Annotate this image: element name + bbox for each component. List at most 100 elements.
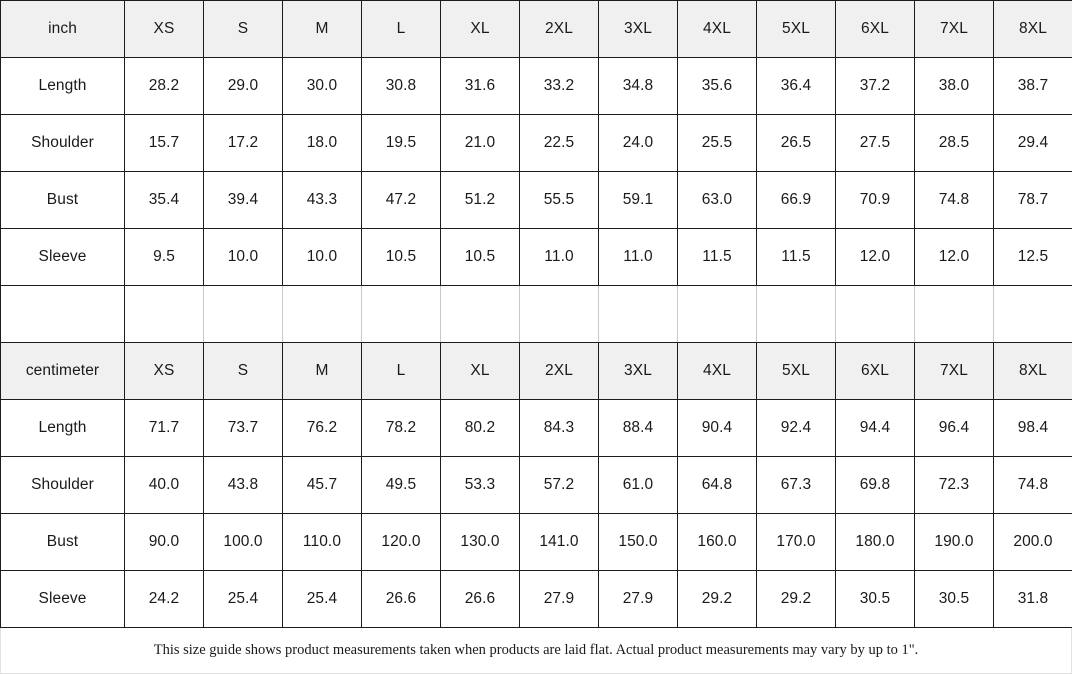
size-header-7XL: 7XL <box>914 342 994 400</box>
measure-value: 141.0 <box>519 513 599 571</box>
table-row: Shoulder 15.7 17.2 18.0 19.5 21.0 22.5 24.0 25.5… <box>0 114 1072 172</box>
size-header-2XL: 2XL <box>519 342 599 400</box>
measure-value: 120.0 <box>361 513 441 571</box>
measure-label-sleeve: Sleeve <box>0 570 125 628</box>
size-header-5XL: 5XL <box>756 342 836 400</box>
measure-value: 30.8 <box>361 57 441 115</box>
measure-value: 59.1 <box>598 171 678 229</box>
size-header-5XL: 5XL <box>756 0 836 58</box>
size-header-3XL: 3XL <box>598 342 678 400</box>
measure-value: 30.0 <box>282 57 362 115</box>
measure-value: 24.0 <box>598 114 678 172</box>
measure-value: 28.5 <box>914 114 994 172</box>
measure-value: 69.8 <box>835 456 915 514</box>
measurements-table-body: inch XS S M L XL 2XL 3XL 4XL 5XL 6XL 7XL 8XL Length 28… <box>0 0 1072 628</box>
measure-label-length: Length <box>0 399 125 457</box>
unit-header-row: inch XS S M L XL 2XL 3XL 4XL 5XL 6XL 7XL 8XL <box>0 0 1072 58</box>
measure-value: 26.5 <box>756 114 836 172</box>
measure-value: 130.0 <box>440 513 520 571</box>
measure-value: 100.0 <box>203 513 283 571</box>
measure-value: 27.5 <box>835 114 915 172</box>
measure-value: 37.2 <box>835 57 915 115</box>
size-header-S: S <box>203 342 283 400</box>
measure-value: 29.0 <box>203 57 283 115</box>
spacer-cell <box>203 285 283 343</box>
size-header-S: S <box>203 0 283 58</box>
measure-value: 34.8 <box>598 57 678 115</box>
measure-value: 43.3 <box>282 171 362 229</box>
spacer-cell <box>835 285 915 343</box>
size-header-4XL: 4XL <box>677 342 757 400</box>
unit-label-inch: inch <box>0 0 125 58</box>
measure-value: 74.8 <box>993 456 1072 514</box>
spacer-cell <box>993 285 1072 343</box>
spacer-cell <box>282 285 362 343</box>
measure-label-shoulder: Shoulder <box>0 114 125 172</box>
measure-value: 30.5 <box>914 570 994 628</box>
measure-value: 12.0 <box>835 228 915 286</box>
measure-value: 11.5 <box>756 228 836 286</box>
measure-value: 47.2 <box>361 171 441 229</box>
measure-value: 31.6 <box>440 57 520 115</box>
measure-value: 80.2 <box>440 399 520 457</box>
spacer-cell <box>0 285 125 343</box>
measure-value: 29.2 <box>756 570 836 628</box>
spacer-cell <box>361 285 441 343</box>
measure-value: 21.0 <box>440 114 520 172</box>
table-row: Length 28.2 29.0 30.0 30.8 31.6 33.2 34.8 35.6 36… <box>0 57 1072 115</box>
measure-value: 9.5 <box>124 228 204 286</box>
measure-value: 11.0 <box>598 228 678 286</box>
size-header-6XL: 6XL <box>835 342 915 400</box>
table-row: Bust 90.0 100.0 110.0 120.0 130.0 141.0 150.0 16… <box>0 513 1072 571</box>
measure-value: 12.5 <box>993 228 1072 286</box>
measure-label-bust: Bust <box>0 513 125 571</box>
spacer-cell <box>440 285 520 343</box>
table-row: Bust 35.4 39.4 43.3 47.2 51.2 55.5 59.1 63.0 66.9… <box>0 171 1072 229</box>
measure-value: 10.0 <box>203 228 283 286</box>
size-header-M: M <box>282 342 362 400</box>
measurements-table: inch XS S M L XL 2XL 3XL 4XL 5XL 6XL 7XL 8XL Length 28… <box>0 0 1072 628</box>
measure-value: 25.5 <box>677 114 757 172</box>
measure-value: 63.0 <box>677 171 757 229</box>
measure-value: 25.4 <box>203 570 283 628</box>
footnote-container: This size guide shows product measuremen… <box>0 628 1072 674</box>
measure-value: 49.5 <box>361 456 441 514</box>
measure-value: 150.0 <box>598 513 678 571</box>
spacer-cell <box>756 285 836 343</box>
size-header-XL: XL <box>440 342 520 400</box>
measure-value: 53.3 <box>440 456 520 514</box>
measure-value: 200.0 <box>993 513 1072 571</box>
measure-value: 30.5 <box>835 570 915 628</box>
table-row: Length 71.7 73.7 76.2 78.2 80.2 84.3 88.4 90.4 92… <box>0 399 1072 457</box>
table-row: Shoulder 40.0 43.8 45.7 49.5 53.3 57.2 61.0 64.8… <box>0 456 1072 514</box>
measure-value: 15.7 <box>124 114 204 172</box>
measure-value: 10.5 <box>361 228 441 286</box>
measure-value: 19.5 <box>361 114 441 172</box>
measure-value: 10.0 <box>282 228 362 286</box>
measure-value: 57.2 <box>519 456 599 514</box>
measure-label-sleeve: Sleeve <box>0 228 125 286</box>
measure-label-shoulder: Shoulder <box>0 456 125 514</box>
measure-value: 64.8 <box>677 456 757 514</box>
measure-value: 35.6 <box>677 57 757 115</box>
measure-value: 67.3 <box>756 456 836 514</box>
size-header-M: M <box>282 0 362 58</box>
measure-value: 61.0 <box>598 456 678 514</box>
table-row: Sleeve 24.2 25.4 25.4 26.6 26.6 27.9 27.9 29.2 29… <box>0 570 1072 628</box>
measure-value: 22.5 <box>519 114 599 172</box>
measure-value: 76.2 <box>282 399 362 457</box>
measure-value: 26.6 <box>361 570 441 628</box>
size-header-8XL: 8XL <box>993 0 1072 58</box>
spacer-cell <box>519 285 599 343</box>
measure-label-length: Length <box>0 57 125 115</box>
measure-value: 11.5 <box>677 228 757 286</box>
measure-value: 73.7 <box>203 399 283 457</box>
size-header-4XL: 4XL <box>677 0 757 58</box>
measure-value: 55.5 <box>519 171 599 229</box>
size-header-7XL: 7XL <box>914 0 994 58</box>
measure-value: 51.2 <box>440 171 520 229</box>
measure-value: 78.2 <box>361 399 441 457</box>
measure-value: 39.4 <box>203 171 283 229</box>
spacer-cell <box>914 285 994 343</box>
measure-value: 29.2 <box>677 570 757 628</box>
